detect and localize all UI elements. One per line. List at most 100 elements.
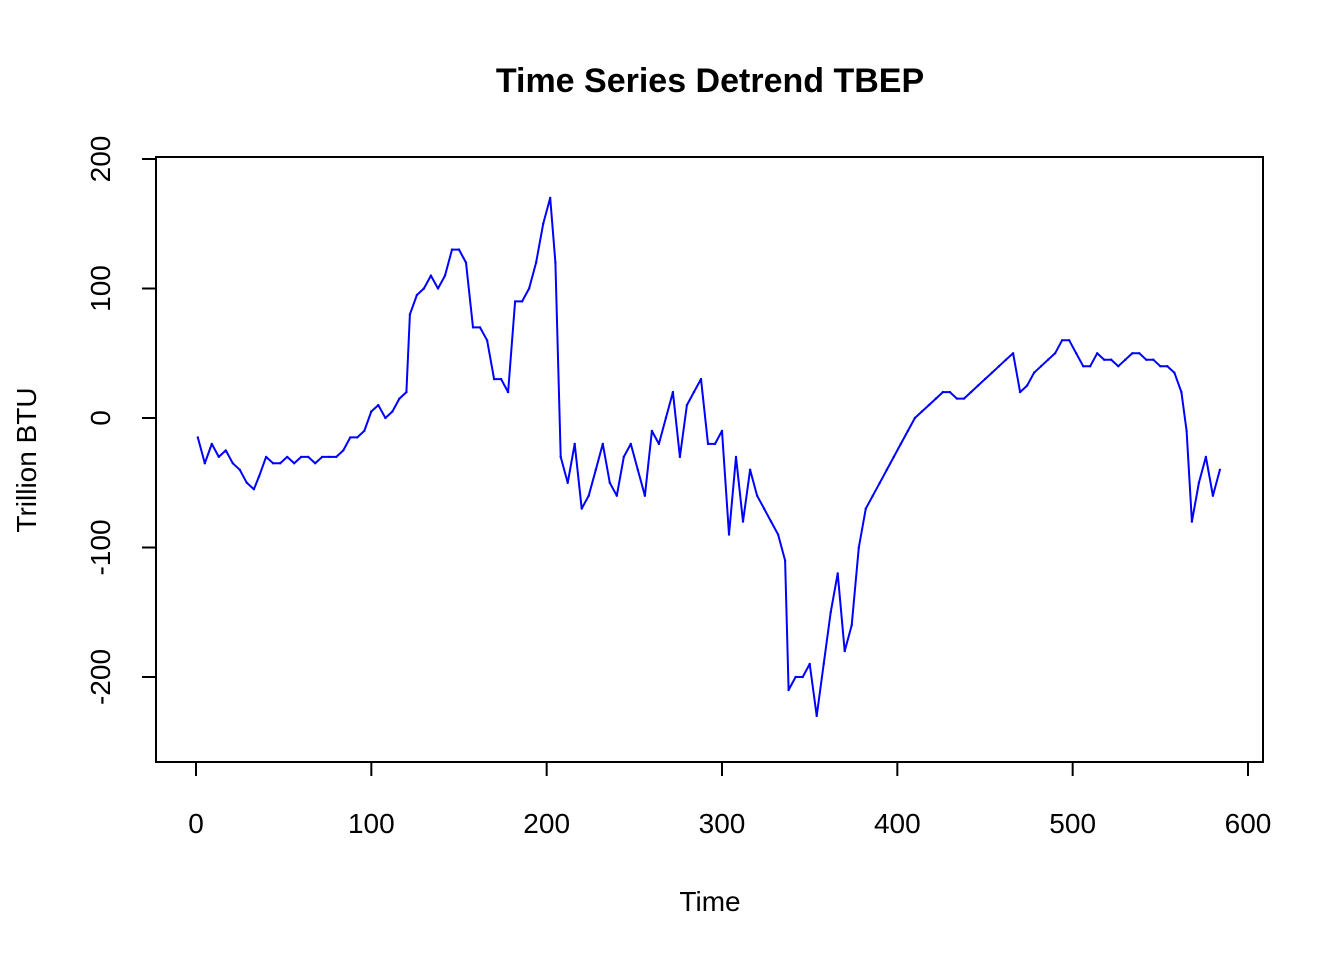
- data-point: [1152, 358, 1155, 361]
- data-point: [1018, 390, 1022, 394]
- data-point: [1138, 352, 1141, 355]
- data-point: [300, 455, 303, 459]
- data-point: [822, 662, 825, 666]
- data-point: [1180, 390, 1183, 394]
- x-tick-label: 200: [523, 808, 570, 839]
- data-point: [871, 494, 874, 497]
- data-point: [962, 397, 966, 400]
- data-point: [370, 410, 373, 413]
- data-point: [257, 475, 261, 478]
- data-point: [450, 248, 454, 251]
- data-point: [601, 442, 604, 446]
- data-point: [573, 442, 576, 446]
- data-point: [1117, 365, 1120, 368]
- data-point: [769, 520, 773, 523]
- data-point: [286, 455, 289, 459]
- data-point: [650, 429, 654, 433]
- data-point: [699, 377, 703, 381]
- data-point: [885, 468, 888, 471]
- data-point: [580, 507, 583, 510]
- chart-title: Time Series Detrend TBEP: [496, 62, 924, 100]
- data-point: [762, 507, 766, 510]
- y-axis: -200 -100 0 100 200: [85, 136, 157, 705]
- data-point: [587, 494, 590, 497]
- x-tick-label: 100: [348, 808, 395, 839]
- data-point: [349, 436, 352, 439]
- data-point: [224, 449, 227, 452]
- data-point: [271, 462, 275, 465]
- data-point: [808, 662, 811, 666]
- data-point: [335, 455, 338, 459]
- data-point: [755, 494, 759, 497]
- data-point: [713, 442, 717, 446]
- y-tick-label: -200: [85, 649, 116, 705]
- data-point: [429, 274, 433, 277]
- data-point: [1060, 339, 1064, 342]
- y-axis-label: Trillion BTU: [11, 387, 42, 532]
- data-point: [850, 624, 853, 627]
- data-point: [422, 287, 426, 290]
- data-point: [293, 462, 296, 465]
- y-tick-label: 100: [85, 265, 116, 312]
- data-point: [238, 468, 241, 471]
- data-point: [342, 449, 345, 452]
- data-point: [542, 222, 545, 225]
- data-point: [657, 442, 661, 446]
- data-point: [1204, 455, 1208, 459]
- data-point: [906, 429, 910, 433]
- data-point: [990, 371, 994, 374]
- data-point: [356, 436, 359, 439]
- data-point: [787, 688, 790, 692]
- data-point: [527, 287, 531, 290]
- data-point: [983, 377, 987, 381]
- series-line: [196, 196, 1221, 717]
- data-point: [976, 384, 980, 387]
- data-point: [559, 455, 562, 459]
- data-point: [615, 494, 618, 497]
- data-point: [892, 455, 895, 459]
- data-point: [857, 546, 860, 549]
- data-point: [829, 611, 832, 614]
- data-point: [478, 326, 482, 329]
- data-point: [636, 468, 639, 471]
- data-point: [706, 442, 710, 446]
- data-point: [245, 481, 248, 484]
- data-point: [405, 390, 408, 394]
- data-point: [664, 416, 668, 420]
- data-point: [801, 675, 804, 679]
- data-point: [671, 390, 675, 394]
- data-point: [520, 300, 524, 303]
- data-point: [734, 455, 738, 459]
- data-point: [307, 455, 310, 459]
- data-point: [1185, 429, 1188, 433]
- data-point: [794, 675, 797, 679]
- data-point: [1011, 352, 1015, 355]
- data-point: [1032, 371, 1036, 374]
- data-point: [948, 390, 952, 394]
- data-point: [920, 410, 924, 413]
- x-tick-label: 600: [1225, 808, 1272, 839]
- data-point: [783, 559, 787, 562]
- data-point: [1068, 339, 1071, 342]
- data-point: [969, 390, 973, 394]
- data-point: [864, 507, 867, 510]
- data-point: [549, 196, 552, 200]
- data-point: [720, 429, 724, 433]
- data-point: [554, 261, 557, 264]
- data-point: [436, 287, 440, 290]
- data-point: [1082, 365, 1085, 368]
- data-point: [384, 416, 387, 420]
- data-point: [252, 488, 256, 491]
- data-point: [566, 481, 569, 484]
- data-point: [471, 326, 475, 329]
- data-point: [203, 462, 206, 465]
- data-point: [1075, 352, 1078, 355]
- data-point: [643, 494, 647, 497]
- data-point: [321, 455, 324, 459]
- data-point: [363, 429, 366, 433]
- data-point: [955, 397, 959, 400]
- data-point: [622, 455, 625, 459]
- data-point: [485, 339, 489, 342]
